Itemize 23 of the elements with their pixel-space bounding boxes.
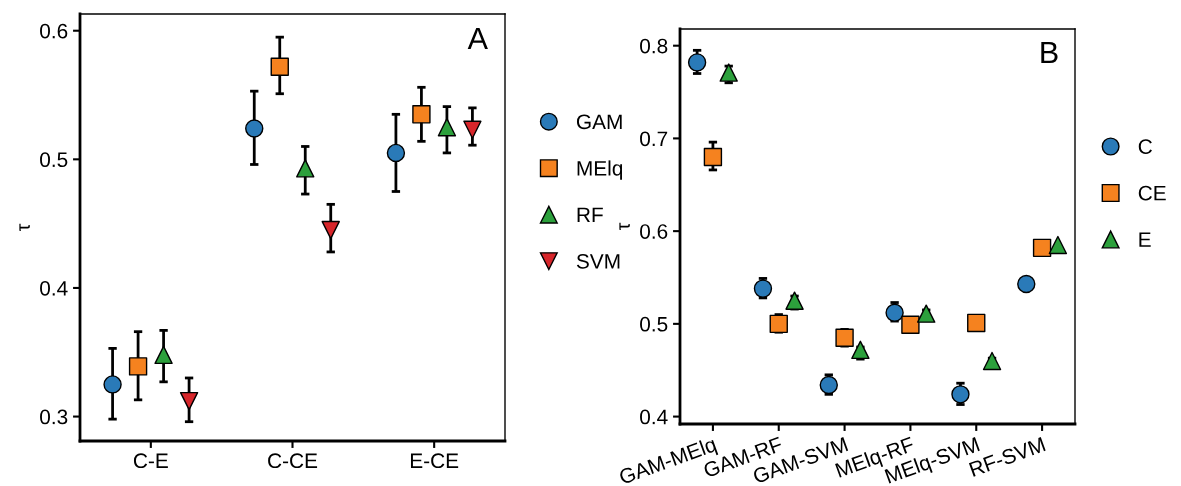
legend-label: SVM bbox=[576, 253, 620, 269]
x-tick-label: C-E bbox=[133, 453, 168, 469]
y-tick-label: 0.4 bbox=[640, 409, 668, 425]
x-tick-label: C-CE bbox=[268, 453, 318, 469]
y-tick-label: 0.8 bbox=[640, 38, 668, 54]
y-tick-label: 0.4 bbox=[40, 280, 68, 296]
y-tick-label: 0.3 bbox=[40, 409, 68, 425]
legend-label: MElq bbox=[577, 160, 623, 180]
y-axis-title: τ bbox=[19, 223, 30, 232]
y-tick-label: 0.6 bbox=[640, 224, 668, 239]
y-tick-label: 0.6 bbox=[40, 23, 68, 39]
x-tick-label: E-CE bbox=[410, 453, 459, 469]
legend-label: E bbox=[1139, 232, 1151, 247]
legend-label: CE bbox=[1138, 185, 1166, 201]
y-tick-label: 0.7 bbox=[640, 131, 668, 147]
y-tick-label: 0.5 bbox=[40, 152, 68, 168]
legend-label: C bbox=[1138, 139, 1152, 154]
legend-label: RF bbox=[577, 207, 603, 222]
chart-title: B bbox=[1041, 41, 1058, 63]
y-axis-title: τ bbox=[619, 222, 630, 231]
legend-label: GAM bbox=[576, 114, 622, 130]
y-tick-label: 0.5 bbox=[640, 316, 668, 332]
chart-title: A bbox=[467, 27, 488, 49]
